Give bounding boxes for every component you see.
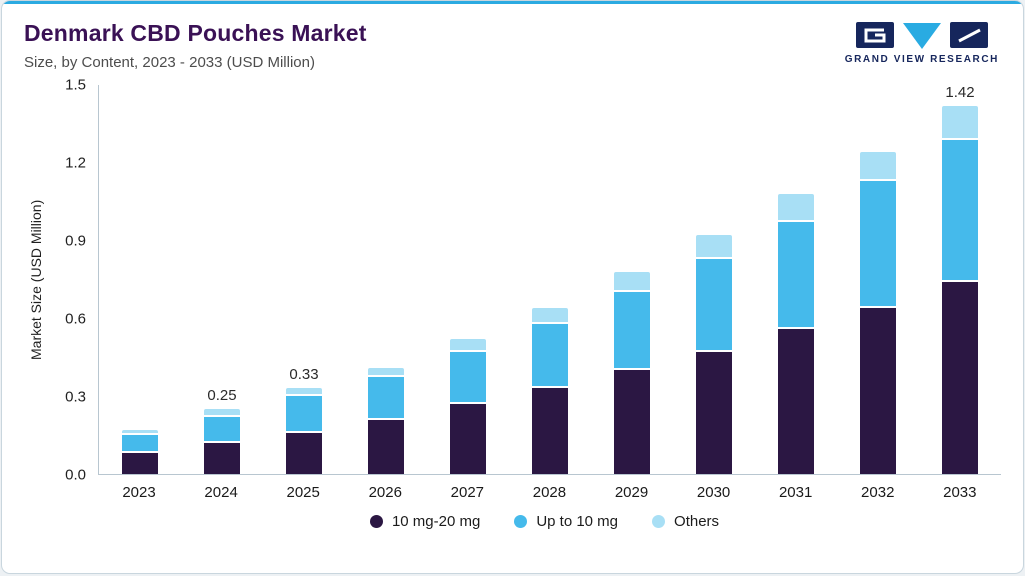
legend-label: 10 mg-20 mg — [391, 513, 481, 530]
bar-total-label: 0.33 — [289, 366, 319, 384]
bar-segment-up-to-10-mg — [942, 139, 978, 283]
y-axis-title: Market Size (USD Million) — [28, 199, 44, 361]
legend-dot-icon — [514, 515, 528, 528]
bar-total-label: 1.42 — [945, 84, 975, 101]
x-tick-label: 2030 — [696, 484, 731, 501]
y-tick-label: 0.6 — [65, 310, 86, 328]
legend-item-up-to-10-mg: Up to 10 mg — [514, 513, 618, 530]
bar-segment-10-mg-20-mg — [532, 388, 568, 474]
legend-dot-icon — [652, 515, 666, 528]
bar-segment-others — [368, 367, 404, 377]
top-accent-bar — [2, 1, 1023, 4]
legend-label: Up to 10 mg — [536, 513, 619, 530]
y-axis-ticks: 0.0 0.3 0.6 0.9 1.2 1.5 — [50, 78, 98, 483]
legend-dot-icon — [369, 515, 383, 528]
brand-logo: GRAND VIEW RESEARCH — [845, 22, 999, 65]
logo-text: GRAND VIEW RESEARCH — [844, 54, 999, 65]
legend-label: Others — [674, 513, 720, 530]
bar-segment-up-to-10-mg — [860, 180, 896, 309]
x-axis-labels: 2023 2024 2025 2026 2027 2028 2029 2030 2031 2032… — [98, 475, 1001, 509]
bar-segment-10-mg-20-mg — [778, 328, 814, 474]
bar-segment-10-mg-20-mg — [122, 453, 158, 474]
bar-segment-others — [532, 308, 568, 324]
bar-column-2023 — [119, 85, 161, 474]
bar-segment-10-mg-20-mg — [614, 370, 650, 474]
page-subtitle: Size, by Content, 2023 - 2033 (USD Milli… — [24, 54, 315, 71]
bar-segment-others — [614, 271, 650, 293]
x-tick-label: 2031 — [778, 484, 813, 501]
bar-segment-10-mg-20-mg — [368, 419, 404, 474]
header-text: Denmark CBD Pouches Market Size, by Cont… — [24, 20, 367, 71]
x-tick-label: 2025 — [286, 484, 320, 501]
bar-segment-10-mg-20-mg — [942, 282, 978, 474]
page-title: Denmark CBD Pouches Market — [24, 20, 367, 46]
bar-segment-up-to-10-mg — [614, 292, 650, 371]
bar-segment-10-mg-20-mg — [860, 308, 896, 474]
bar-segment-others — [942, 106, 978, 140]
bar-segment-10-mg-20-mg — [286, 432, 322, 474]
logo-graphic-icon — [855, 22, 988, 49]
bar-segment-up-to-10-mg — [532, 323, 568, 389]
x-tick-label: 2029 — [614, 484, 649, 501]
bar-column-2032 — [857, 85, 899, 474]
bar-column-2024: 0.25 — [201, 85, 243, 474]
bar-segment-up-to-10-mg — [286, 396, 322, 433]
header: Denmark CBD Pouches Market Size, by Cont… — [2, 4, 1023, 71]
bar-column-2029 — [611, 85, 653, 474]
x-tick-label: 2033 — [943, 484, 977, 501]
bar-column-2033: 1.42 — [939, 85, 981, 474]
bar-segment-up-to-10-mg — [204, 416, 240, 443]
x-tick-label: 2032 — [861, 484, 895, 501]
bar-segment-others — [286, 388, 322, 397]
bar-segment-up-to-10-mg — [778, 222, 814, 329]
bar-segment-10-mg-20-mg — [204, 442, 240, 474]
bar-segment-others — [450, 339, 486, 353]
bar-segment-others — [696, 235, 732, 259]
x-tick-label: 2023 — [122, 484, 156, 501]
bar-column-2025: 0.33 — [283, 85, 325, 474]
legend-item-10-mg-20-mg: 10 mg-20 mg — [369, 513, 481, 530]
y-tick-label: 1.2 — [65, 154, 86, 172]
bar-segment-up-to-10-mg — [122, 435, 158, 454]
y-tick-label: 0.3 — [65, 388, 86, 406]
bar-column-2027 — [447, 85, 489, 474]
bar-segment-up-to-10-mg — [696, 258, 732, 353]
x-tick-label: 2024 — [204, 484, 238, 501]
bar-segment-10-mg-20-mg — [450, 403, 486, 474]
bar-column-2026 — [365, 85, 407, 474]
legend-item-others: Others — [652, 513, 719, 530]
bar-segment-up-to-10-mg — [368, 376, 404, 420]
y-tick-label: 0.0 — [65, 466, 86, 484]
x-tick-label: 2027 — [450, 484, 485, 501]
bar-column-2030 — [693, 85, 735, 474]
bar-total-label: 0.25 — [207, 387, 237, 405]
bar-column-2028 — [529, 85, 571, 474]
bar-segment-up-to-10-mg — [450, 352, 486, 404]
x-tick-label: 2026 — [368, 484, 402, 501]
bar-segment-10-mg-20-mg — [696, 352, 732, 474]
legend: 10 mg-20 mg Up to 10 mg Others — [2, 513, 1023, 530]
bar-segment-others — [122, 429, 158, 436]
bar-segment-others — [860, 152, 896, 181]
bar-segment-others — [204, 409, 240, 417]
bar-column-2031 — [775, 85, 817, 474]
y-tick-label: 0.9 — [65, 232, 86, 250]
stacked-bar-chart: Market Size (USD Million) 0.0 0.3 0.6 0.9 1.… — [22, 78, 1001, 509]
plot-area: 0.25 0.33 1.42 — [98, 85, 1001, 475]
bar-segment-others — [778, 193, 814, 223]
y-tick-label: 1.5 — [65, 76, 86, 94]
x-tick-label: 2028 — [532, 484, 567, 501]
